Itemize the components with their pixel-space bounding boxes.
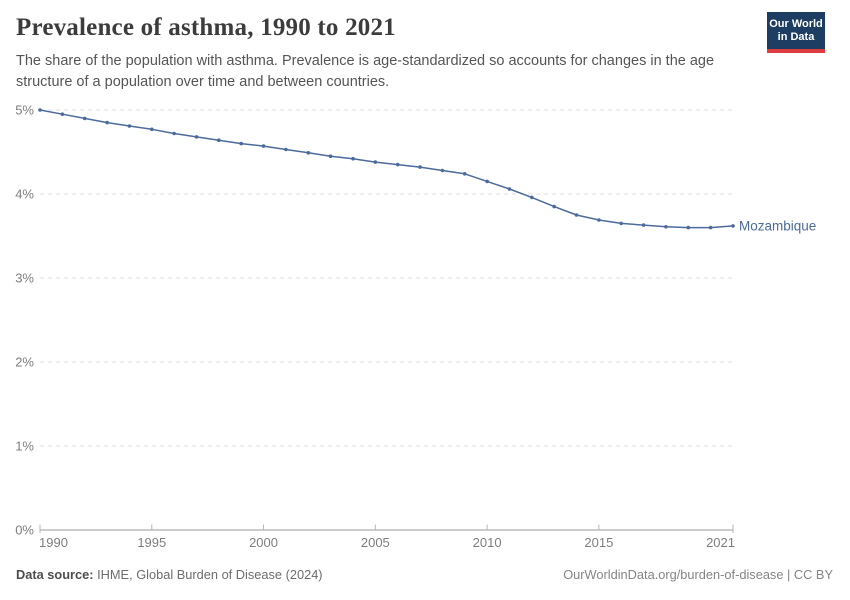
data-line	[39, 109, 734, 229]
y-axis-tick-label: 1%	[15, 439, 34, 454]
y-axis-tick-label: 5%	[15, 103, 34, 118]
data-point	[239, 141, 243, 146]
data-point	[574, 213, 579, 217]
data-point	[194, 135, 199, 139]
x-axis-tick-label: 2000	[249, 535, 278, 550]
data-point	[395, 162, 400, 167]
x-axis-tick-label: 1990	[39, 535, 68, 550]
data-point	[507, 187, 512, 191]
data-point	[217, 138, 221, 142]
data-point	[351, 156, 355, 161]
x-axis-tick-label: 1995	[137, 535, 166, 550]
data-point	[619, 221, 623, 226]
x-axis-tick-label: 2005	[361, 535, 390, 550]
series-end-label: Mozambique	[739, 218, 816, 233]
data-point	[462, 172, 467, 176]
owid-logo-line1: Our World	[769, 18, 823, 30]
data-source-value: IHME, Global Burden of Disease (2024)	[97, 567, 323, 582]
data-point	[306, 151, 311, 155]
data-point	[418, 165, 422, 169]
data-point	[485, 179, 489, 184]
data-point	[105, 120, 109, 125]
data-point	[328, 154, 333, 158]
data-point	[664, 225, 668, 229]
data-point	[552, 204, 556, 209]
y-axis-tick-label: 0%	[15, 523, 34, 538]
y-axis-tick-label: 3%	[15, 271, 34, 286]
data-point	[261, 144, 266, 148]
data-point	[440, 168, 445, 173]
data-point	[60, 112, 65, 116]
owid-logo-line2: in Data	[777, 31, 815, 43]
data-point	[150, 127, 154, 132]
y-axis-tick-label: 4%	[15, 187, 34, 202]
data-point	[708, 225, 713, 230]
data-point	[530, 195, 534, 200]
data-point	[172, 131, 176, 136]
data-point	[686, 225, 691, 230]
data-point	[82, 116, 87, 121]
data-point	[284, 147, 288, 152]
data-point	[127, 124, 132, 128]
x-axis-tick-label: 2010	[473, 535, 502, 550]
data-source-label: Data source:	[16, 567, 94, 582]
y-axis-tick-label: 2%	[15, 355, 34, 370]
data-point	[597, 218, 601, 222]
data-point	[38, 108, 42, 112]
data-point	[373, 160, 378, 164]
data-point	[641, 223, 646, 227]
x-axis-tick-label: 2015	[584, 535, 613, 550]
attribution-note: OurWorldinData.org/burden-of-disease | C…	[563, 567, 833, 582]
x-axis-tick-label: 2021	[706, 535, 735, 550]
data-point	[731, 224, 735, 228]
data-source-note: Data source: IHME, Global Burden of Dise…	[16, 567, 323, 582]
chart-subtitle: The share of the population with asthma.…	[16, 53, 715, 90]
owid-logo: Our World in Data	[767, 12, 825, 53]
chart-footer: Data source: IHME, Global Burden of Dise…	[16, 567, 833, 582]
page-title: Prevalence of asthma, 1990 to 2021	[16, 14, 396, 41]
